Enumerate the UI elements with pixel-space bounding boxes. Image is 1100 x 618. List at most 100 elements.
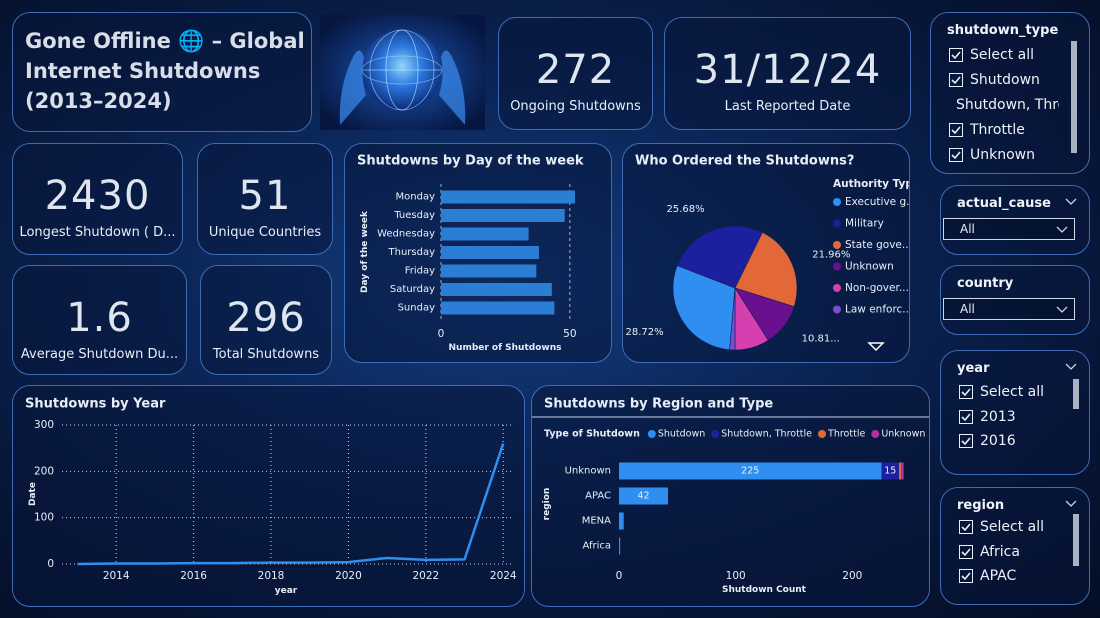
- checkbox: [959, 569, 973, 583]
- scrollbar: [1073, 514, 1079, 566]
- kpi-value: 2430: [44, 173, 151, 219]
- title-panel: Gone Offline 🌐 – Global Internet Shutdow…: [12, 12, 312, 132]
- checkbox: [959, 409, 973, 424]
- data-label: 25.68%: [666, 204, 704, 215]
- slicer-title: country: [957, 276, 1014, 291]
- legend-label: Unknown: [845, 261, 894, 273]
- legend-label: Military: [845, 218, 884, 230]
- checkbox-box: [959, 520, 973, 534]
- y-tick-label: 100: [34, 512, 54, 524]
- chart: Shutdowns by Day of the week 0 50 Monday Tue…: [357, 154, 584, 354]
- kpi-label: Average Shutdown Du...: [20, 347, 179, 362]
- legend-label: Law enforc...: [845, 304, 909, 316]
- slicer-item[interactable]: Africa: [959, 543, 1069, 561]
- slicer-item[interactable]: Shutdown: [949, 71, 1059, 89]
- check-mark: [961, 523, 971, 532]
- slicer-item[interactable]: 2016: [959, 432, 1069, 450]
- slicer-label: Select all: [980, 384, 1044, 400]
- chevron-icon: [1056, 226, 1068, 233]
- slicer-item[interactable]: Unknown: [949, 146, 1059, 164]
- checkbox: [959, 520, 973, 534]
- legend-label: Shutdown, Throttle: [721, 429, 812, 440]
- legend-label: State gove...: [845, 239, 909, 251]
- y-axis-title: Day of the week: [360, 210, 370, 293]
- legend-marker: [833, 198, 841, 206]
- bar-segment: [619, 537, 621, 555]
- x-axis-title: year: [275, 586, 298, 596]
- checkbox-box: [949, 148, 963, 162]
- checkbox-box: [959, 434, 973, 448]
- check-mark: [961, 437, 971, 446]
- y-tick-label: 0: [47, 558, 54, 570]
- slicer-label: 2013: [980, 408, 1016, 425]
- x-tick-label: 2020: [335, 570, 362, 582]
- pie-slice: [676, 225, 763, 289]
- bar-segment: [901, 462, 904, 480]
- legend-label: Shutdown: [658, 429, 705, 440]
- y-tick-label: Unknown: [565, 466, 611, 477]
- legend-marker: [833, 262, 841, 271]
- kpi-card: 1.6 Average Shutdown Du...: [12, 265, 187, 375]
- legend-marker: [818, 430, 827, 438]
- slicer-item[interactable]: APAC: [959, 567, 1069, 585]
- kpi-label: Unique Countries: [208, 225, 322, 240]
- kpi-value: 272: [535, 47, 616, 93]
- chevron: [1056, 226, 1068, 233]
- chart-title: Shutdowns by Year: [25, 397, 166, 412]
- checkbox: [949, 48, 963, 62]
- chevron-icon: [1065, 500, 1077, 507]
- slicer-item[interactable]: Select all: [959, 383, 1069, 401]
- check-mark: [961, 547, 971, 556]
- checkbox-box: [949, 123, 963, 137]
- bar-segment: [899, 462, 902, 480]
- legend-label: Non-gover...: [845, 282, 909, 294]
- slicer: region Select all Africa APAC: [940, 487, 1090, 605]
- slicer: shutdown_type Select all Shutdown Shutdown,…: [930, 12, 1090, 174]
- data-label: 15: [884, 466, 896, 477]
- y-tick-label: Sunday: [398, 303, 435, 314]
- y-tick-label: Monday: [396, 192, 436, 203]
- slicer-label: Africa: [980, 543, 1020, 560]
- checkbox-box: [959, 569, 973, 583]
- slicer-item[interactable]: Select all: [949, 46, 1059, 64]
- x-tick-label: 200: [842, 570, 862, 582]
- slicer-item[interactable]: Shutdown, Thro...: [949, 96, 1059, 114]
- slicer-item[interactable]: Select all: [959, 518, 1069, 536]
- legend-title: Type of Shutdown: [544, 429, 640, 440]
- page-title: Gone Offline 🌐 – Global Internet Shutdow…: [25, 29, 305, 113]
- checkbox-box: [949, 73, 963, 87]
- legend-marker: [711, 430, 720, 438]
- checkbox: [949, 148, 963, 162]
- checkbox-box: [959, 544, 973, 559]
- legend-marker: [833, 284, 841, 292]
- slicer: year Select all 2013 2016: [940, 350, 1090, 475]
- dropdown[interactable]: All: [943, 218, 1075, 240]
- bar-segment: [881, 462, 899, 480]
- chart-panel: Who Ordered the Shutdowns? 28.72% 25.68% 21…: [622, 143, 910, 363]
- slicer-item[interactable]: Throttle: [949, 121, 1059, 139]
- check-mark: [951, 151, 961, 160]
- checkbox: [949, 123, 963, 137]
- legend-marker: [833, 219, 841, 228]
- scrollbar: [1071, 41, 1077, 153]
- data-label: 28.72%: [626, 327, 664, 338]
- pie-slice: [672, 265, 736, 351]
- scrollbar: [1073, 379, 1079, 409]
- dropdown-value: All: [960, 222, 975, 236]
- y-tick-label: MENA: [582, 516, 611, 527]
- x-tick-label: 100: [726, 570, 746, 582]
- checkbox: [959, 434, 973, 448]
- slicer-label: Unknown: [970, 147, 1035, 163]
- slicer-title: actual_cause: [957, 196, 1051, 211]
- y-tick-label: 300: [34, 419, 54, 431]
- legend-marker: [647, 430, 656, 438]
- x-tick-label: 2022: [412, 570, 439, 582]
- slicer-item[interactable]: 2013: [959, 408, 1069, 426]
- dropdown[interactable]: All: [943, 298, 1075, 320]
- chart-panel: Shutdowns by Day of the week 0 50 Monday Tue…: [344, 143, 612, 363]
- line: [77, 443, 505, 566]
- kpi-value: 51: [238, 173, 292, 219]
- y-tick-label: Africa: [582, 541, 611, 552]
- y-axis-title: Date: [28, 482, 38, 506]
